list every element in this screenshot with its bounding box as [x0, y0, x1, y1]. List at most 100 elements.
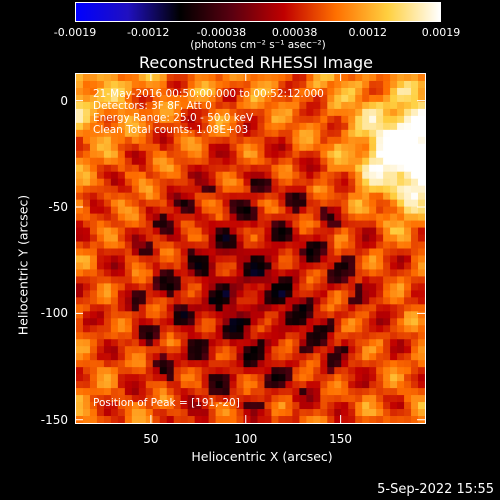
heatmap-cell — [292, 409, 300, 417]
heatmap-cell — [76, 311, 84, 319]
heatmap-cell — [194, 332, 203, 340]
heatmap-cell — [229, 325, 238, 333]
heatmap-cell — [334, 409, 342, 417]
heatmap-cell — [306, 297, 314, 305]
heatmap-cell — [145, 115, 154, 124]
heatmap-cell — [362, 185, 370, 194]
heatmap-cell — [229, 199, 238, 208]
heatmap-cell — [208, 108, 217, 117]
heatmap-cell — [334, 150, 342, 159]
heatmap-cell — [362, 332, 370, 340]
heatmap-cell — [369, 80, 377, 89]
heatmap-cell — [152, 80, 161, 89]
heatmap-cell — [418, 416, 425, 423]
heatmap-cell — [243, 129, 252, 138]
heatmap-cell — [166, 409, 175, 417]
heatmap-cell — [117, 129, 126, 138]
heatmap-cell — [236, 185, 245, 194]
heatmap-cell — [285, 94, 293, 103]
heatmap-cell — [362, 101, 370, 110]
heatmap-cell — [152, 283, 161, 291]
heatmap-cell — [397, 80, 405, 89]
heatmap-cell — [236, 87, 245, 96]
heatmap-cell — [222, 311, 231, 319]
heatmap-cell — [299, 276, 307, 284]
heatmap-cell — [299, 234, 307, 243]
heatmap-cell — [341, 290, 349, 298]
heatmap-cell — [145, 171, 154, 180]
heatmap-cell — [264, 339, 273, 347]
heatmap-cell — [271, 241, 280, 250]
heatmap-cell — [292, 157, 300, 166]
heatmap-cell — [369, 283, 377, 291]
heatmap-cell — [257, 178, 266, 187]
heatmap-cell — [285, 108, 293, 117]
heatmap-cell — [243, 185, 252, 194]
heatmap-cell — [271, 388, 280, 396]
heatmap-cell — [369, 353, 377, 361]
heatmap-cell — [236, 241, 245, 250]
heatmap-cell — [208, 213, 217, 222]
heatmap-cell — [229, 255, 238, 264]
heatmap-cell — [369, 269, 377, 278]
heatmap-cell — [376, 87, 384, 96]
heatmap-cell — [390, 220, 398, 229]
heatmap-cell — [271, 339, 280, 347]
heatmap-cell — [173, 395, 182, 403]
heatmap-cell — [159, 381, 168, 389]
heatmap-cell — [124, 416, 133, 423]
heatmap-cell — [124, 262, 133, 271]
heatmap-cell — [145, 262, 154, 271]
heatmap-cell — [278, 129, 286, 138]
heatmap-cell — [250, 206, 259, 215]
heatmap-cell — [131, 346, 140, 354]
heatmap-cell — [229, 206, 238, 215]
heatmap-cell — [222, 157, 231, 166]
heatmap-cell — [362, 227, 370, 236]
heatmap-cell — [229, 178, 238, 187]
heatmap-cell — [229, 332, 238, 340]
heatmap-cell — [222, 115, 231, 124]
heatmap-cell — [82, 122, 91, 131]
heatmap-cell — [96, 416, 105, 423]
heatmap-cell — [173, 157, 182, 166]
heatmap-cell — [131, 304, 140, 312]
heatmap-cell — [103, 234, 112, 243]
heatmap-cell — [355, 416, 363, 423]
heatmap-cell — [341, 206, 349, 215]
heatmap-cell — [243, 388, 252, 396]
heatmap-cell — [257, 311, 266, 319]
heatmap-cell — [82, 213, 91, 222]
heatmap-cell — [411, 234, 419, 243]
heatmap-cell — [145, 136, 154, 145]
heatmap-cell — [341, 80, 349, 89]
heatmap-cell — [390, 416, 398, 423]
heatmap-cell — [89, 164, 98, 173]
heatmap-cell — [159, 332, 168, 340]
heatmap-cell — [159, 388, 168, 396]
heatmap-cell — [110, 122, 119, 131]
heatmap-cell — [89, 311, 98, 319]
heatmap-cell — [110, 409, 119, 417]
heatmap-cell — [166, 206, 175, 215]
heatmap-cell — [103, 206, 112, 215]
heatmap-cell — [103, 290, 112, 298]
heatmap-cell — [194, 143, 203, 152]
heatmap-cell — [271, 395, 280, 403]
heatmap-cell — [299, 87, 307, 96]
heatmap-cell — [376, 381, 384, 389]
heatmap-cell — [131, 388, 140, 396]
heatmap-cell — [89, 234, 98, 243]
heatmap-cell — [411, 206, 419, 215]
heatmap-cell — [264, 192, 273, 201]
heatmap-cell — [250, 178, 259, 187]
heatmap-cell — [264, 227, 273, 236]
heatmap-cell — [369, 248, 377, 257]
heatmap-cell — [341, 192, 349, 201]
heatmap-cell — [278, 416, 286, 423]
heatmap-cell — [369, 346, 377, 354]
heatmap-cell — [383, 164, 391, 173]
heatmap-cell — [411, 283, 419, 291]
heatmap-cell — [390, 395, 398, 403]
heatmap-cell — [96, 346, 105, 354]
